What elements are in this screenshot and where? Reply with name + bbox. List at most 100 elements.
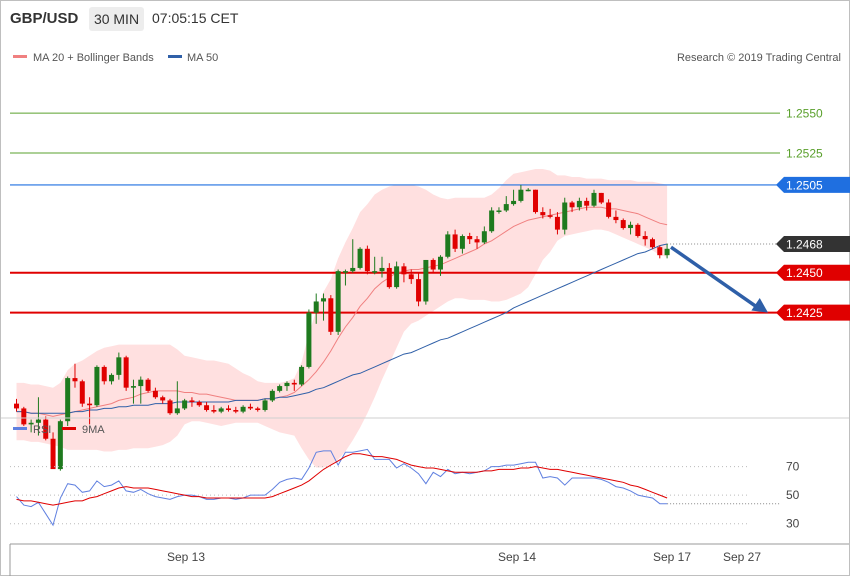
support-level-tag-bg bbox=[776, 304, 850, 321]
rsi-legend-label: RSI bbox=[33, 424, 51, 436]
candle-down bbox=[620, 220, 626, 229]
target-level-label: 1.2525 bbox=[786, 147, 823, 161]
price-plot: 1.2550 1.2525 1.2505 1.2468 1.2450 1.2425 bbox=[10, 107, 850, 471]
candle-up bbox=[299, 366, 305, 385]
clock-label: 07:05:15 CET bbox=[152, 10, 239, 26]
ma50-legend-swatch bbox=[168, 55, 182, 58]
candle-down bbox=[196, 402, 202, 406]
candle-down bbox=[189, 400, 195, 403]
candle-down bbox=[533, 189, 539, 213]
candle-up bbox=[562, 202, 568, 230]
candle-up bbox=[489, 210, 495, 232]
candle-down bbox=[430, 259, 436, 270]
candle-down bbox=[554, 216, 560, 230]
candle-down bbox=[657, 247, 663, 256]
candle-up bbox=[57, 421, 63, 470]
rsi-line bbox=[16, 448, 668, 527]
candle-down bbox=[467, 236, 473, 240]
last-price-tag: 1.2468 bbox=[786, 238, 823, 252]
bollinger-legend-swatch bbox=[13, 55, 27, 58]
candle-down bbox=[225, 408, 231, 411]
candle-up bbox=[313, 301, 319, 313]
candle-up bbox=[394, 266, 400, 288]
candle-down bbox=[408, 274, 414, 280]
candle-up bbox=[94, 366, 100, 406]
candle-down bbox=[204, 405, 210, 411]
candle-down bbox=[21, 408, 27, 425]
support-level-tag-bg bbox=[776, 264, 850, 281]
candle-down bbox=[233, 410, 239, 412]
bollinger-band-area bbox=[16, 169, 668, 468]
candle-down bbox=[649, 239, 655, 248]
candle-up bbox=[503, 204, 509, 211]
rsi-tick-label: 50 bbox=[786, 488, 800, 502]
candle-down bbox=[598, 192, 604, 203]
candle-up bbox=[628, 224, 634, 229]
candle-up bbox=[525, 189, 531, 192]
candle-up bbox=[357, 248, 363, 268]
candle-down bbox=[152, 390, 158, 398]
candle-down bbox=[50, 438, 56, 470]
time-axis-label: Sep 27 bbox=[723, 550, 761, 564]
time-axis: Sep 13 Sep 14 Sep 17 Sep 27 bbox=[167, 550, 761, 564]
candle-down bbox=[87, 403, 93, 406]
candle-up bbox=[511, 200, 517, 205]
candle-down bbox=[452, 234, 458, 249]
rsi-ma-legend-label: 9MA bbox=[82, 424, 105, 436]
candle-down bbox=[401, 266, 407, 275]
candle-up bbox=[269, 390, 275, 401]
candle-up bbox=[182, 400, 188, 409]
candle-up bbox=[65, 378, 71, 422]
candle-down bbox=[328, 298, 334, 332]
candle-down bbox=[247, 406, 253, 409]
candle-up bbox=[321, 298, 327, 302]
ma50-legend-label: MA 50 bbox=[187, 52, 218, 64]
candle-up bbox=[138, 379, 144, 387]
target-level-label: 1.2550 bbox=[786, 107, 823, 121]
candle-down bbox=[79, 381, 85, 404]
candle-up bbox=[240, 406, 246, 412]
candle-up bbox=[437, 256, 443, 270]
candle-down bbox=[14, 403, 19, 409]
chart-header: GBP/USD 30 MIN 07:05:15 CET bbox=[0, 0, 850, 38]
candle-up bbox=[109, 374, 115, 382]
rsi-tick-label: 30 bbox=[786, 517, 800, 531]
candle-down bbox=[101, 366, 107, 382]
candle-up bbox=[262, 400, 268, 411]
candle-up bbox=[277, 386, 283, 391]
candle-up bbox=[116, 357, 122, 375]
candle-up bbox=[306, 312, 312, 367]
candle-down bbox=[145, 379, 151, 391]
ma50-line bbox=[16, 243, 668, 414]
candle-down bbox=[72, 378, 78, 382]
candle-up bbox=[445, 234, 451, 257]
candle-up bbox=[350, 267, 356, 272]
candle-up bbox=[35, 419, 41, 423]
candle-up bbox=[372, 271, 378, 273]
resistance-level-tag-bg bbox=[776, 176, 850, 193]
rsi-tick-label: 70 bbox=[786, 460, 800, 474]
candle-down bbox=[635, 224, 641, 237]
candle-down bbox=[123, 357, 129, 388]
candle-down bbox=[211, 410, 217, 412]
candle-up bbox=[459, 236, 465, 249]
candle-down bbox=[584, 200, 590, 206]
rsi-legend-swatch bbox=[13, 427, 27, 430]
time-axis-label: Sep 17 bbox=[653, 550, 691, 564]
candle-up bbox=[664, 248, 670, 256]
candle-down bbox=[386, 267, 392, 288]
candle-down bbox=[167, 400, 173, 414]
candle-up bbox=[379, 267, 385, 272]
candle-down bbox=[540, 212, 546, 216]
timeframe-button[interactable]: 30 MIN bbox=[89, 7, 144, 31]
candle-up bbox=[28, 422, 34, 425]
candle-down bbox=[474, 239, 480, 243]
candle-up bbox=[130, 386, 136, 388]
projection-arrow-shaft bbox=[670, 245, 761, 311]
candle-down bbox=[43, 419, 49, 439]
candle-up bbox=[481, 231, 487, 243]
candle-up bbox=[518, 189, 524, 201]
ma20-line bbox=[16, 206, 668, 417]
candle-down bbox=[291, 382, 297, 385]
